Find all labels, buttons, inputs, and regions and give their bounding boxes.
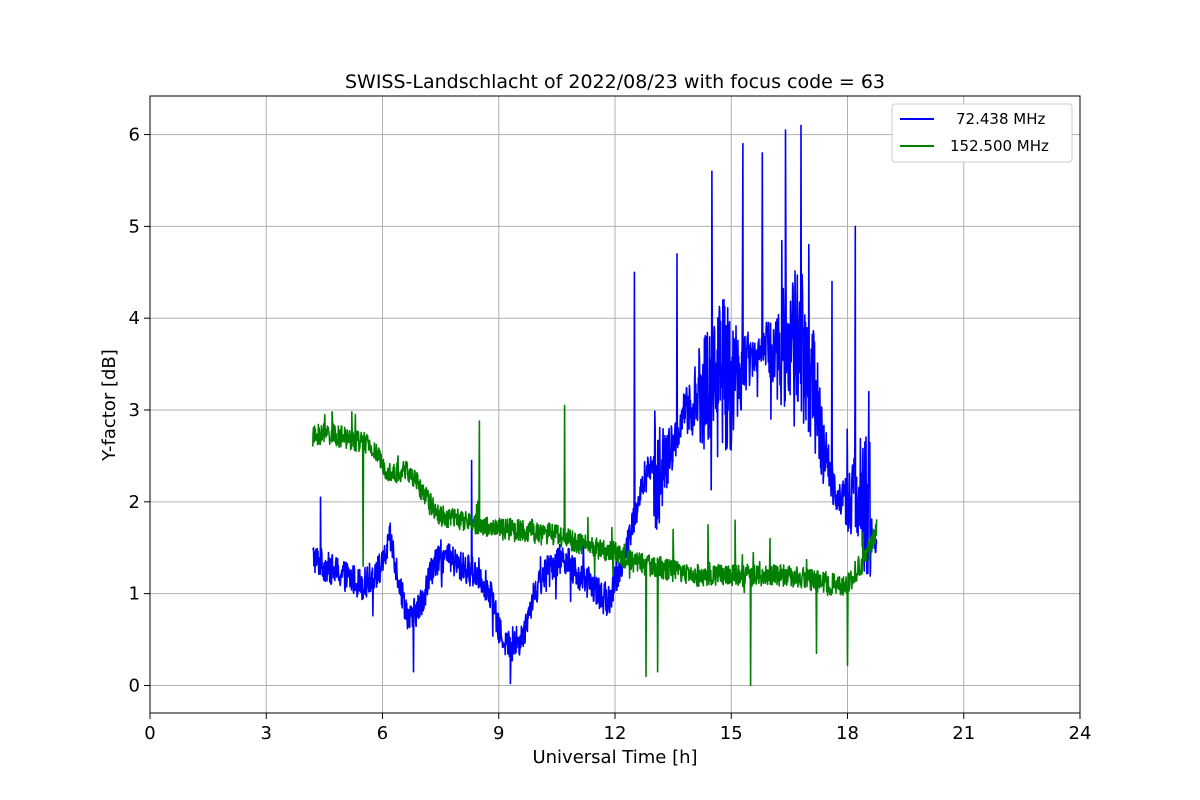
x-axis: 0 3 6 9 12 15 18 21 24 <box>144 713 1091 744</box>
y-tick-label: 3 <box>129 400 140 421</box>
legend-box <box>891 103 1073 163</box>
y-tick-label: 0 <box>129 675 140 696</box>
x-tick-label: 12 <box>604 723 627 744</box>
series-layer <box>312 124 878 687</box>
y-axis: 0 1 2 3 4 5 6 <box>129 125 150 696</box>
legend-label-72mhz: 72.438 MHz <box>956 110 1045 128</box>
x-tick-label: 3 <box>261 723 272 744</box>
x-tick-label: 15 <box>720 723 743 744</box>
y-tick-label: 4 <box>129 308 140 329</box>
y-axis-label: Y-factor [dB] <box>99 349 120 462</box>
x-tick-label: 0 <box>144 723 155 744</box>
x-tick-label: 21 <box>952 723 975 744</box>
y-tick-label: 5 <box>129 216 140 237</box>
y-tick-label: 1 <box>129 584 140 605</box>
chart-title: SWISS-Landschlacht of 2022/08/23 with fo… <box>345 71 885 93</box>
series-line-72mhz <box>312 124 878 685</box>
x-tick-label: 24 <box>1069 723 1092 744</box>
x-tick-label: 9 <box>493 723 504 744</box>
series-line-152mhz <box>312 404 878 687</box>
legend-label-152mhz: 152.500 MHz <box>950 137 1049 155</box>
legend: 72.438 MHz 152.500 MHz <box>891 103 1073 163</box>
x-tick-label: 6 <box>377 723 388 744</box>
y-tick-label: 2 <box>129 492 140 513</box>
x-tick-label: 18 <box>836 723 859 744</box>
x-axis-label: Universal Time [h] <box>532 747 697 768</box>
y-tick-label: 6 <box>129 125 140 146</box>
